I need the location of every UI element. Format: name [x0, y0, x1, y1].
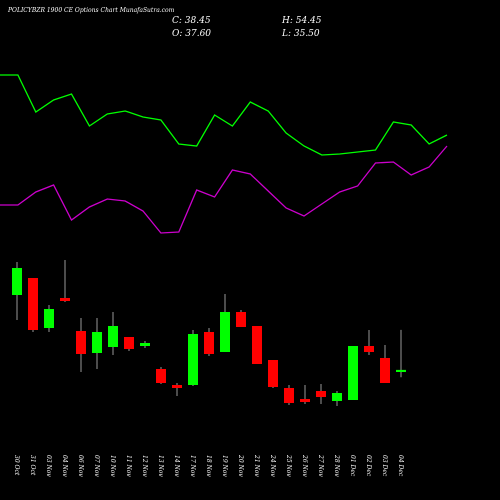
x-tick-label: 11 Nov [125, 455, 132, 477]
candle-body [76, 331, 86, 354]
candle-body [284, 388, 294, 403]
high-text: H: 54.45 [281, 16, 322, 26]
candle-body [252, 326, 262, 364]
candle-body [12, 268, 22, 295]
candle-body [316, 391, 326, 397]
candle-body [220, 312, 230, 352]
x-tick-label: 19 Nov [221, 455, 228, 477]
x-tick-label: 24 Nov [269, 454, 276, 477]
candle-body [380, 358, 390, 383]
candle-body [92, 332, 102, 353]
candle-body [156, 369, 166, 383]
x-tick-label: 13 Nov [157, 455, 164, 477]
x-tick-label: 03 Dec [381, 455, 388, 477]
x-tick-label: 28 Nov [333, 454, 340, 477]
candle-body [236, 312, 246, 327]
x-tick-label: 07 Nov [93, 455, 100, 477]
candle-body [60, 298, 70, 301]
x-tick-label: 31 Oct [29, 455, 36, 476]
x-tick-label: 04 Dec [397, 455, 404, 477]
x-tick-label: 02 Dec [365, 455, 372, 477]
candle-body [108, 326, 118, 347]
indicator-line [0, 145, 448, 234]
x-tick-label: 30 Oct [13, 455, 20, 476]
candle-body [28, 278, 38, 330]
candle-body [396, 369, 406, 372]
low-text: L: 35.50 [281, 29, 320, 39]
x-tick-label: 25 Nov [285, 454, 292, 477]
candle-body [364, 346, 374, 352]
candle-body [140, 343, 150, 346]
chart-title: POLICYBZR 1900 CE Options Chart MunafaSu… [7, 7, 175, 14]
x-tick-label: 12 Nov [141, 455, 148, 477]
close-text: C: 38.45 [172, 16, 211, 26]
candle-body [44, 309, 54, 328]
indicator-line [0, 74, 448, 156]
x-tick-label: 04 Nov [61, 455, 68, 477]
candle-body [332, 393, 342, 401]
x-tick-label: 06 Nov [77, 455, 84, 477]
x-tick-label: 26 Nov [301, 454, 308, 477]
candle-body [204, 332, 214, 354]
x-tick-label: 17 Nov [189, 455, 196, 477]
x-tick-label: 03 Nov [45, 455, 52, 477]
candle-body [124, 337, 134, 349]
candle-body [172, 385, 182, 388]
candle-body [268, 360, 278, 387]
x-tick-label: 10 Nov [109, 455, 116, 477]
x-tick-label: 18 Nov [205, 455, 212, 477]
x-tick-label: 01 Dec [349, 455, 356, 477]
candle-body [348, 346, 358, 400]
candle-body [188, 334, 198, 385]
x-tick-label: 27 Nov [317, 454, 324, 477]
x-tick-label: 21 Nov [253, 454, 260, 477]
open-text: O: 37.60 [172, 29, 211, 39]
candle-body [300, 399, 310, 402]
x-tick-label: 14 Nov [173, 455, 180, 477]
x-tick-label: 20 Nov [237, 454, 244, 477]
